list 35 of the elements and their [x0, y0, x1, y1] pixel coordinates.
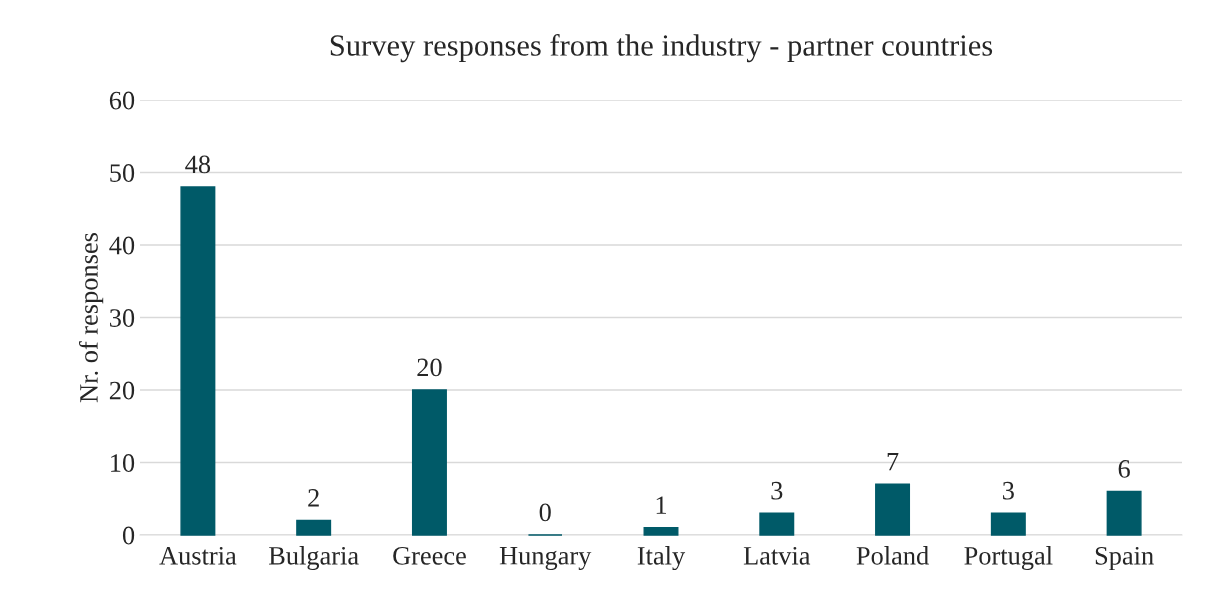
data-label: 48	[185, 155, 211, 174]
data-label: 3	[1003, 481, 1014, 500]
bar	[643, 527, 679, 536]
x-tick-label: Italy	[637, 546, 686, 571]
data-label: 20	[417, 358, 442, 377]
y-tick-label: 60	[109, 91, 135, 110]
chart-title: Survey responses from the industry - partner countries	[330, 34, 993, 63]
x-tick-label: Spain	[1095, 546, 1154, 571]
y-tick-label: 10	[111, 454, 135, 472]
bar	[990, 512, 1026, 536]
bar	[1106, 490, 1142, 536]
data-label: 7	[887, 453, 899, 471]
data-label: 1	[656, 496, 667, 514]
data-label: 2	[308, 489, 319, 507]
bar	[180, 186, 216, 536]
x-tick-label: Austria	[159, 546, 237, 565]
y-axis-title: Nr. of responses	[79, 233, 104, 403]
data-label: 6	[1118, 460, 1130, 478]
bar	[875, 483, 911, 536]
bar	[296, 519, 332, 536]
y-tick-label: 30	[110, 309, 135, 327]
y-tick-label: 0	[122, 526, 135, 545]
x-tick-label: Bulgaria	[268, 546, 359, 571]
data-label: 3	[771, 481, 783, 500]
y-tick-label: 50	[110, 164, 135, 182]
bar	[411, 389, 447, 536]
x-tick-label: Portugal	[964, 546, 1053, 571]
y-tick-label: 40	[109, 236, 135, 255]
x-tick-label: Greece	[393, 546, 466, 565]
y-tick-label: 20	[109, 381, 135, 400]
data-label: 0	[539, 503, 551, 522]
bar	[759, 512, 795, 536]
x-tick-label: Hungary	[499, 547, 592, 571]
x-tick-label: Latvia	[743, 546, 811, 565]
x-tick-label: Poland	[856, 546, 929, 565]
